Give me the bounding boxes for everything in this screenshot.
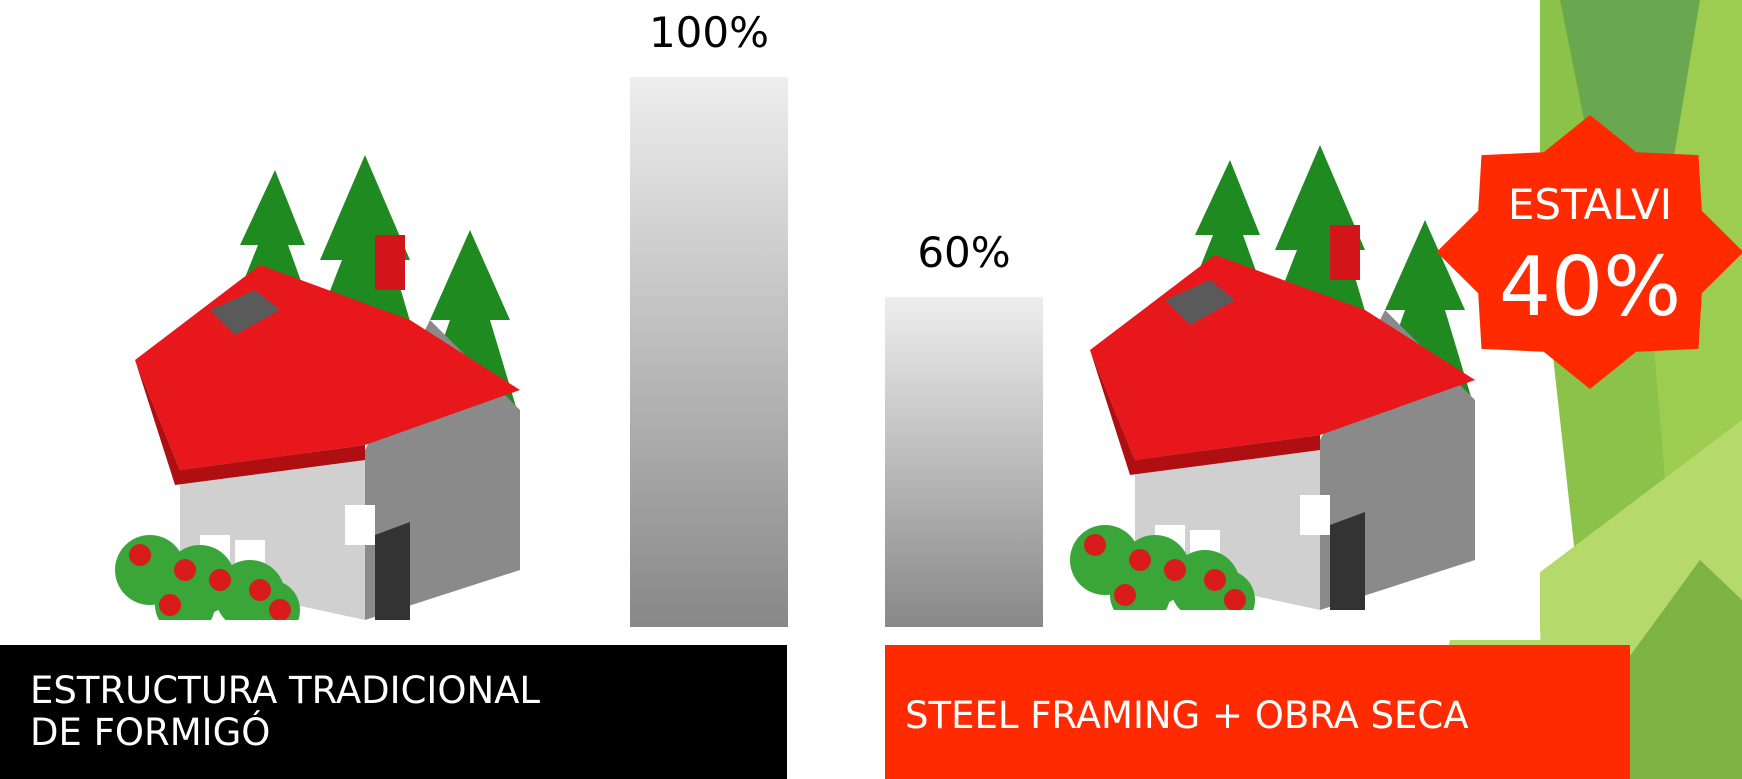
bar-1 — [885, 297, 1043, 627]
category-label-steel-framing: STEEL FRAMING + OBRA SECA — [885, 645, 1630, 779]
category-label-line: ESTRUCTURA TRADICIONAL — [30, 669, 541, 712]
category-label-line: STEEL FRAMING + OBRA SECA — [905, 694, 1469, 737]
house-steel-framing-icon — [1070, 145, 1475, 610]
house-traditional-icon — [115, 155, 520, 620]
bar-value-label-0: 100% — [649, 8, 769, 57]
category-label-line: DE FORMIGÓ — [30, 711, 271, 754]
category-label-traditional: ESTRUCTURA TRADICIONAL DE FORMIGÓ — [0, 645, 787, 779]
savings-starburst-badge — [1436, 115, 1742, 389]
bar-0 — [630, 77, 788, 627]
callout-label: ESTALVI — [1507, 180, 1673, 229]
callout-value: 40% — [1498, 240, 1682, 335]
bar-value-label-1: 60% — [917, 228, 1010, 277]
